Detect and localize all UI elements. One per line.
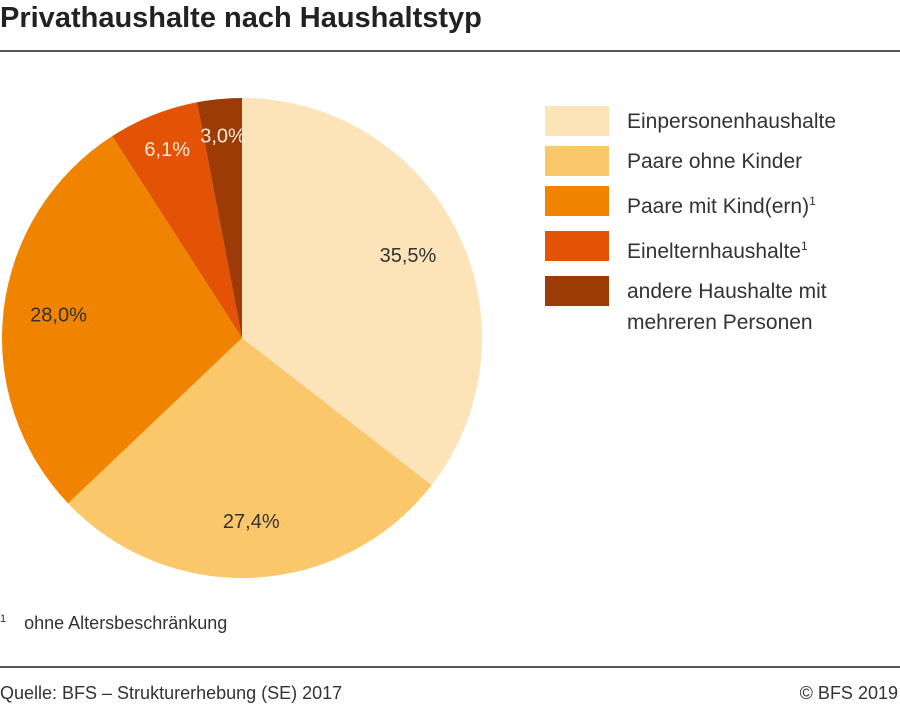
legend-swatch xyxy=(545,231,609,261)
legend-text: Einpersonenhaushalte xyxy=(627,110,836,133)
legend: Einpersonenhaushalte Paare ohne Kinder Paa… xyxy=(545,106,897,347)
footnote-mark: 1 xyxy=(0,613,7,625)
rule xyxy=(0,50,900,52)
data-label: 3,0% xyxy=(200,126,246,148)
data-label: 28,0% xyxy=(30,304,87,326)
data-label: 35,5% xyxy=(380,245,437,267)
legend-item: Paare mit Kind(ern)1 xyxy=(545,186,897,222)
pie-chart: 35,5% 27,4% 28,0% 6,1% 3,0% xyxy=(1,98,483,579)
legend-label: Einpersonenhaushalte xyxy=(627,106,897,137)
pie-slice xyxy=(112,102,243,338)
chart-title: Privathaushalte nach Haushaltstyp xyxy=(0,2,482,34)
legend-text: andere Haushalte mit mehreren Personen xyxy=(627,280,827,334)
data-label: 27,4% xyxy=(223,511,280,533)
legend-item: Einpersonenhaushalte xyxy=(545,106,897,137)
legend-swatch xyxy=(545,276,609,306)
legend-text: Einelternhaushalte xyxy=(627,240,801,263)
pie-slice xyxy=(1,136,242,504)
legend-label: Einelternhaushalte1 xyxy=(627,231,897,267)
legend-swatch xyxy=(545,146,609,176)
legend-item: andere Haushalte mit mehreren Personen xyxy=(545,276,897,338)
pie-slice xyxy=(197,98,242,338)
legend-label: Paare mit Kind(ern)1 xyxy=(627,186,897,222)
copyright: © BFS 2019 xyxy=(799,683,898,703)
data-label: 6,1% xyxy=(144,139,190,161)
legend-text: Paare ohne Kinder xyxy=(627,150,803,173)
footnote: 1 ohne Altersbeschränkung xyxy=(0,613,227,634)
footnote-text: ohne Altersbeschränkung xyxy=(24,613,228,633)
legend-item: Paare ohne Kinder xyxy=(545,146,897,177)
legend-swatch xyxy=(545,106,609,136)
source: Quelle: BFS – Strukturerhebung (SE) 2017 xyxy=(0,683,343,703)
pie-slice xyxy=(242,98,483,486)
legend-label: Paare ohne Kinder xyxy=(627,146,897,177)
pie-slice xyxy=(68,338,432,579)
legend-label: andere Haushalte mit mehreren Personen xyxy=(627,276,897,338)
legend-text: Paare mit Kind(ern) xyxy=(627,195,810,218)
legend-note: 1 xyxy=(800,239,808,253)
rule xyxy=(0,666,900,668)
legend-item: Einelternhaushalte1 xyxy=(545,231,897,267)
legend-swatch xyxy=(545,186,609,216)
legend-note: 1 xyxy=(809,194,816,208)
